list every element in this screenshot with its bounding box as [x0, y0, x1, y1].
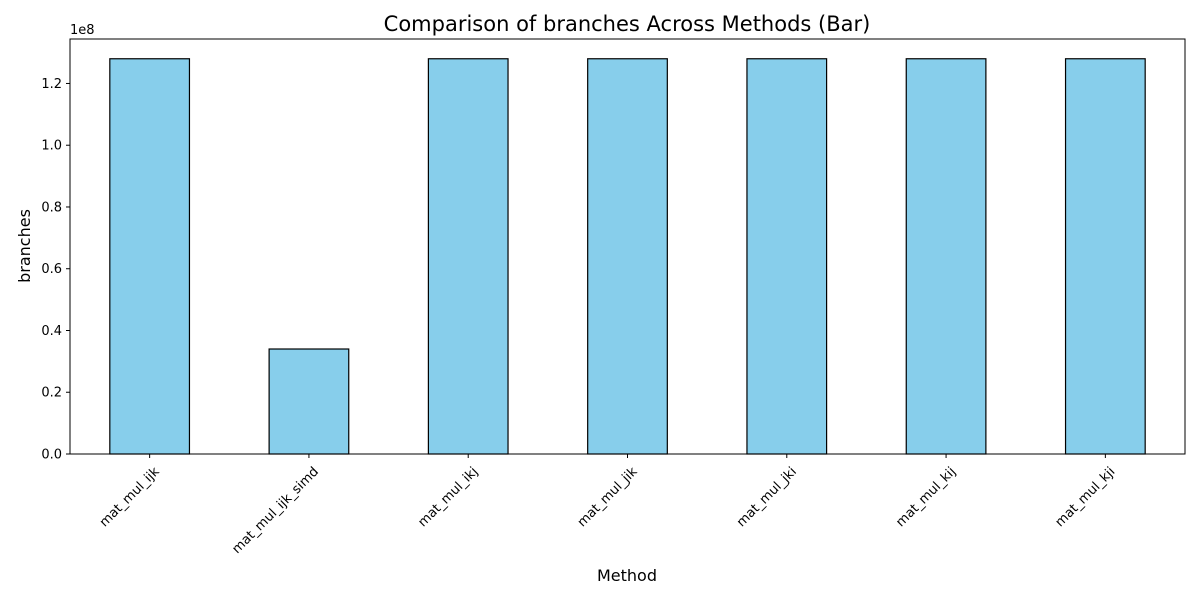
x-tick-label: mat_mul_jik — [575, 464, 641, 530]
bar-mat_mul_ijk_simd — [268, 348, 350, 455]
bar-mat_mul_kji — [1064, 58, 1146, 455]
x-tick-label: mat_mul_ijk_simd — [229, 464, 321, 556]
y-tick-label: 0.0 — [41, 448, 62, 463]
bar-mat_mul_jki — [746, 58, 828, 455]
x-tick-label: mat_mul_ijk — [97, 464, 163, 530]
y-tick-label: 0.8 — [41, 200, 62, 215]
y-axis-label: branches — [15, 209, 34, 283]
y-tick-label: 0.4 — [41, 324, 62, 339]
x-ticks: mat_mul_ijk mat_mul_ijk_simd mat_mul_ikj ma… — [97, 454, 1118, 557]
x-axis-label: Method — [597, 566, 657, 585]
x-tick-label: mat_mul_kji — [1053, 464, 1119, 530]
x-tick-label: mat_mul_ikj — [416, 464, 482, 530]
y-tick-label: 0.2 — [41, 386, 62, 401]
y-tick-label: 1.2 — [41, 77, 62, 92]
bar-mat_mul_kij — [905, 58, 987, 455]
chart-title: Comparison of branches Across Methods (B… — [384, 12, 871, 36]
x-tick-label: mat_mul_kij — [893, 464, 959, 530]
x-tick-label: mat_mul_jki — [734, 464, 800, 530]
bars-layer — [109, 58, 1146, 455]
y-ticks: 0.0 0.2 0.4 0.6 0.8 1.0 1.2 — [41, 77, 70, 463]
y-axis-multiplier: 1e8 — [70, 23, 95, 38]
bar-mat_mul_ijk — [109, 58, 191, 455]
y-tick-label: 1.0 — [41, 139, 62, 154]
bar-mat_mul_jik — [587, 58, 668, 455]
y-tick-label: 0.6 — [41, 262, 62, 277]
bar-mat_mul_ikj — [427, 58, 509, 455]
